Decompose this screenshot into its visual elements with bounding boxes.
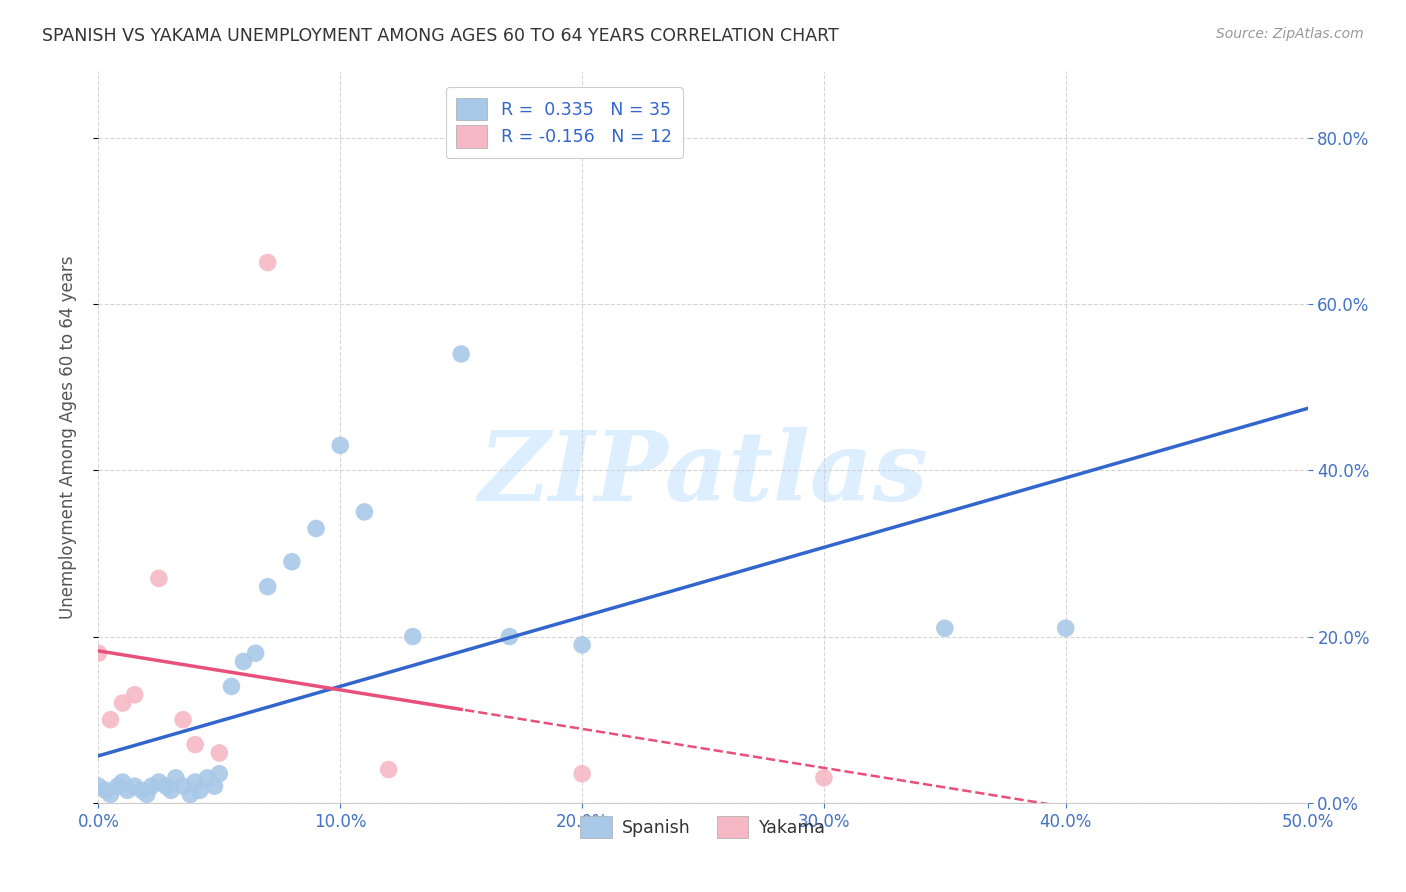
Point [148, 775, 170, 789]
Point [124, 688, 146, 702]
Point [94, 783, 117, 797]
Point [305, 521, 328, 535]
Point [131, 783, 153, 797]
Point [353, 505, 375, 519]
Text: SPANISH VS YAKAMA UNEMPLOYMENT AMONG AGES 60 TO 64 YEARS CORRELATION CHART: SPANISH VS YAKAMA UNEMPLOYMENT AMONG AGE… [42, 27, 839, 45]
Point [148, 571, 170, 585]
Point [172, 713, 194, 727]
Point [450, 347, 472, 361]
Point [188, 783, 211, 797]
Point [208, 746, 231, 760]
Point [141, 779, 163, 793]
Point [124, 779, 146, 793]
Point [165, 771, 187, 785]
Point [571, 638, 593, 652]
Point [571, 766, 593, 780]
Point [1054, 621, 1077, 635]
Point [813, 771, 835, 785]
Point [87, 779, 110, 793]
Point [195, 771, 218, 785]
Point [172, 779, 194, 793]
Text: ZIPatlas: ZIPatlas [478, 426, 928, 521]
Point [107, 779, 129, 793]
Point [111, 696, 134, 710]
Point [377, 763, 399, 777]
Point [179, 788, 201, 802]
Point [232, 655, 254, 669]
Point [184, 775, 207, 789]
Point [281, 555, 304, 569]
Point [135, 788, 157, 802]
Point [87, 646, 110, 660]
Point [221, 680, 243, 694]
Point [498, 630, 520, 644]
Point [160, 783, 183, 797]
Legend: Spanish, Yakama: Spanish, Yakama [574, 809, 832, 846]
Point [256, 580, 278, 594]
Y-axis label: Unemployment Among Ages 60 to 64 years: Unemployment Among Ages 60 to 64 years [59, 255, 77, 619]
Point [184, 738, 207, 752]
Point [245, 646, 267, 660]
Point [155, 779, 177, 793]
Text: Source: ZipAtlas.com: Source: ZipAtlas.com [1216, 27, 1364, 41]
Point [256, 255, 278, 269]
Point [329, 438, 352, 452]
Point [100, 713, 122, 727]
Point [402, 630, 425, 644]
Point [100, 788, 122, 802]
Point [208, 766, 231, 780]
Point [111, 775, 134, 789]
Point [204, 779, 226, 793]
Point [117, 783, 139, 797]
Point [934, 621, 956, 635]
